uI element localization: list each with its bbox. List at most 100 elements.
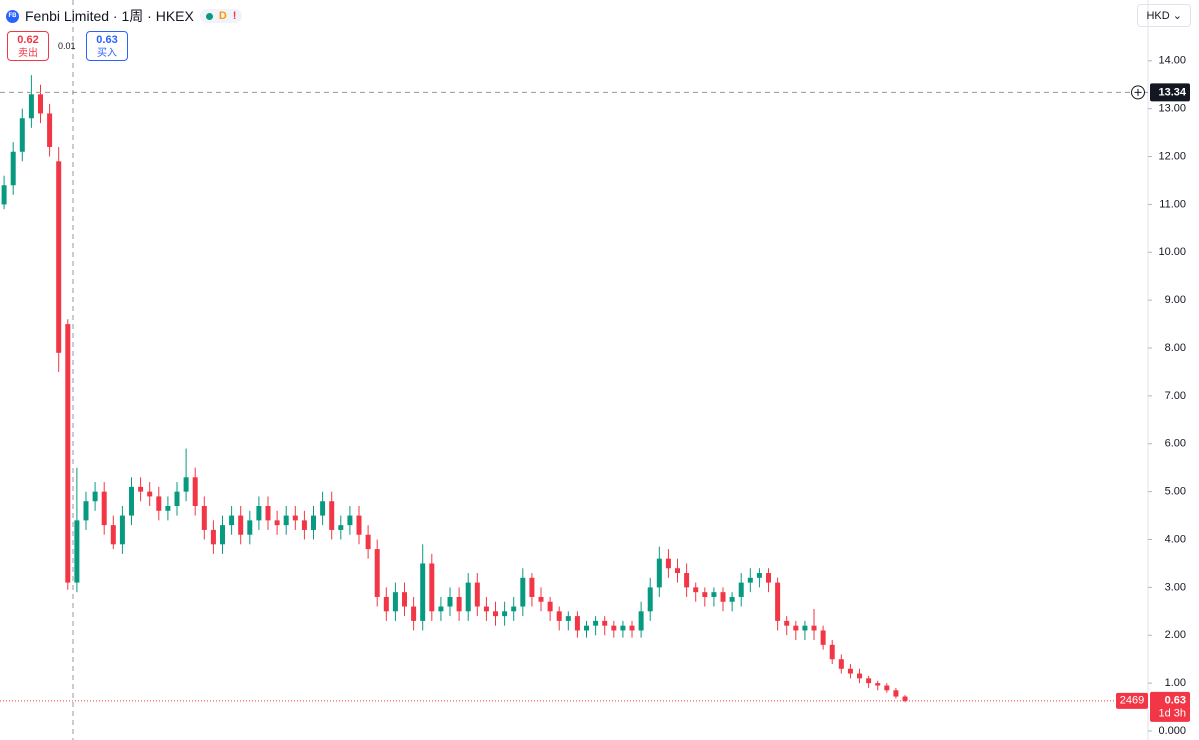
currency: HKD	[1146, 10, 1170, 22]
y-tick-label: 6.00	[1165, 438, 1186, 450]
candle-body	[274, 520, 280, 526]
candle-body	[238, 515, 244, 535]
y-tick-label: 4.00	[1165, 533, 1186, 545]
candle-body	[229, 515, 235, 526]
candle-body	[320, 501, 326, 516]
crosshair-label-bg	[1150, 83, 1190, 102]
candle-body	[729, 596, 735, 602]
y-tick-label: 1.00	[1165, 677, 1186, 689]
candle-body	[656, 558, 662, 588]
candle-body	[638, 611, 644, 631]
candle-body	[556, 611, 562, 621]
candle-body	[866, 678, 872, 684]
candle-body	[493, 611, 499, 617]
candle-body	[183, 477, 189, 492]
header: FB Fenbi Limited · 1周 · HKEX D !	[6, 6, 243, 26]
candle-body	[766, 573, 772, 583]
candle-body	[283, 515, 289, 526]
candle-body	[593, 620, 599, 626]
candle-body	[338, 525, 344, 530]
symbol-title[interactable]: Fenbi Limited · 1周 · HKEX	[25, 8, 194, 24]
candle-body	[201, 506, 207, 530]
candle-body	[720, 592, 726, 602]
candle-body	[47, 113, 53, 147]
candle-body	[847, 668, 853, 674]
candle-body	[28, 94, 34, 119]
badge: !	[232, 10, 237, 22]
last-price-label: 0.63	[1165, 695, 1186, 707]
candle-body	[265, 506, 271, 521]
sell-label: 卖出	[18, 48, 38, 59]
candle-body	[138, 486, 144, 492]
candle-body	[574, 616, 580, 631]
candle-body	[110, 525, 116, 545]
plus-icon	[1134, 88, 1142, 96]
symbol-code: 2469	[1120, 695, 1144, 707]
badge: D	[218, 10, 227, 22]
candle-body	[702, 592, 708, 597]
candle-body	[1, 185, 7, 205]
candle-body	[374, 549, 380, 597]
candle-body	[311, 515, 317, 530]
y-tick-label: 10.00	[1158, 246, 1186, 258]
candle-body	[192, 477, 198, 507]
candle-body	[857, 673, 863, 679]
buy-price: 0.63	[96, 34, 118, 46]
status-badges[interactable]: D !	[199, 9, 243, 23]
candle-body	[747, 577, 753, 583]
candle-body	[101, 491, 107, 526]
y-tick-label: 5.00	[1165, 486, 1186, 498]
candle-body	[738, 582, 744, 597]
candle-body	[811, 625, 817, 631]
candle-body	[301, 520, 307, 530]
candle-body	[629, 625, 635, 631]
candle-body	[875, 683, 881, 686]
y-tick-label: 7.00	[1165, 390, 1186, 402]
sell-price: 0.62	[17, 34, 39, 46]
candle-body	[256, 506, 262, 521]
candle-body	[420, 563, 426, 621]
candle-body	[756, 573, 762, 578]
candle-body	[483, 606, 489, 612]
candle-body	[547, 601, 553, 612]
candle-body	[438, 606, 444, 612]
candle-body	[474, 582, 480, 607]
candle-body	[820, 630, 826, 645]
y-tick-label: 2.00	[1165, 629, 1186, 641]
symbol-code-bg	[1116, 692, 1148, 709]
candle-body	[119, 515, 125, 545]
candle-body	[356, 515, 362, 535]
candle-body	[210, 529, 216, 545]
sell-button[interactable]: 0.62 卖出	[7, 31, 49, 61]
candle-body	[665, 558, 671, 569]
candle-body	[74, 520, 80, 583]
buy-label: 买入	[97, 48, 117, 59]
candle-body	[365, 534, 371, 550]
y-tick-label: 14.00	[1158, 55, 1186, 67]
y-tick-label: 0.000	[1158, 725, 1186, 737]
currency-selector[interactable]: HKD ⌄	[1137, 4, 1191, 27]
candle-body	[793, 625, 799, 631]
y-tick-label: 3.00	[1165, 581, 1186, 593]
y-tick-label: 13.00	[1158, 103, 1186, 115]
y-tick-label: 8.00	[1165, 342, 1186, 354]
candle-body	[411, 606, 417, 621]
candle-body	[147, 491, 153, 497]
candle-body	[429, 563, 435, 612]
candle-body	[602, 620, 608, 626]
candle-body	[775, 582, 781, 621]
candle-body	[511, 606, 517, 612]
candle-body	[347, 515, 353, 526]
candle-body	[647, 587, 653, 612]
crosshair-label: 13.34	[1158, 86, 1186, 98]
candle-body	[10, 151, 16, 186]
candle-body	[502, 611, 508, 617]
candle-body	[675, 568, 681, 574]
last-price-bg	[1150, 691, 1190, 722]
candle-body	[902, 696, 908, 701]
candle-body	[402, 592, 408, 607]
buy-button[interactable]: 0.63 买入	[86, 31, 128, 61]
candle-body	[383, 596, 389, 612]
y-tick-label: 9.00	[1165, 294, 1186, 306]
